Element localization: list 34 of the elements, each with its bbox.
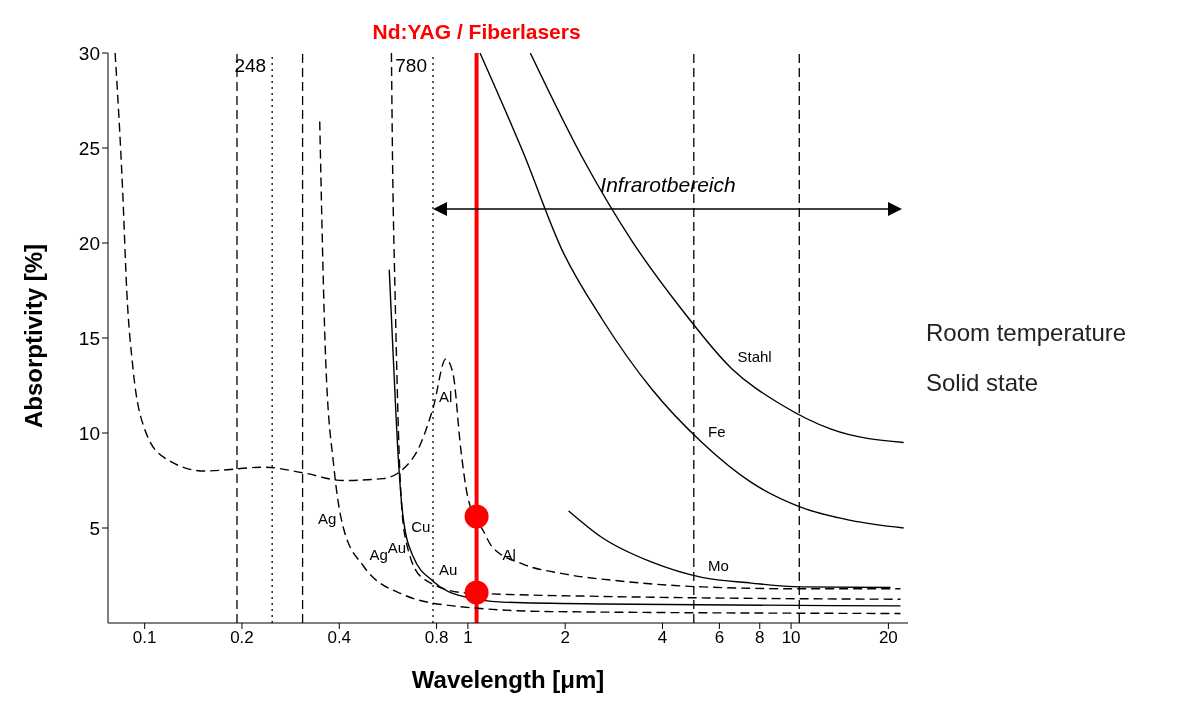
x-axis-title: Wavelength [μm] bbox=[411, 666, 605, 693]
series-label: Mo bbox=[707, 557, 729, 575]
series-label: Fe bbox=[707, 422, 726, 440]
series-label: Stahl bbox=[737, 348, 772, 366]
x-tick-label: 10 bbox=[781, 628, 801, 648]
y-axis-title: Absorptivity [%] bbox=[19, 243, 47, 428]
x-tick-label: 2 bbox=[560, 628, 570, 648]
text: Solid state bbox=[926, 368, 1040, 398]
x-tick-label: 0.8 bbox=[424, 628, 449, 648]
x-tick-label: 0.1 bbox=[132, 628, 157, 648]
x-tick-label: 0.4 bbox=[327, 628, 352, 648]
y-tick-label: 25 bbox=[78, 137, 100, 159]
annotation: Au bbox=[387, 538, 407, 556]
y-tick-label: 30 bbox=[78, 42, 100, 64]
text: Room temperature bbox=[926, 318, 1127, 348]
series-label: Cu bbox=[411, 517, 431, 535]
y-tick-label: 20 bbox=[78, 232, 100, 254]
y-tick-label: 5 bbox=[89, 517, 100, 539]
x-tick-label: 1 bbox=[463, 628, 473, 648]
y-tick-label: 10 bbox=[78, 422, 100, 444]
y-tick-label: 15 bbox=[78, 327, 100, 349]
ref-line-label: 780 bbox=[395, 55, 428, 77]
series-label: Au bbox=[439, 561, 458, 579]
ref-line-label: Nd:YAG / Fiberlasers bbox=[372, 20, 581, 43]
annotation: Al bbox=[502, 546, 516, 564]
series-label: Ag bbox=[369, 546, 388, 563]
x-tick-label: 0.2 bbox=[230, 628, 254, 648]
x-tick-label: 20 bbox=[878, 628, 898, 648]
series-label: Al bbox=[439, 388, 453, 406]
ref-line-label: 248 bbox=[234, 55, 267, 77]
annotation: Ag bbox=[318, 510, 337, 527]
x-tick-label: 6 bbox=[714, 628, 725, 648]
x-tick-label: 4 bbox=[657, 628, 668, 648]
x-tick-label: 8 bbox=[755, 628, 765, 648]
